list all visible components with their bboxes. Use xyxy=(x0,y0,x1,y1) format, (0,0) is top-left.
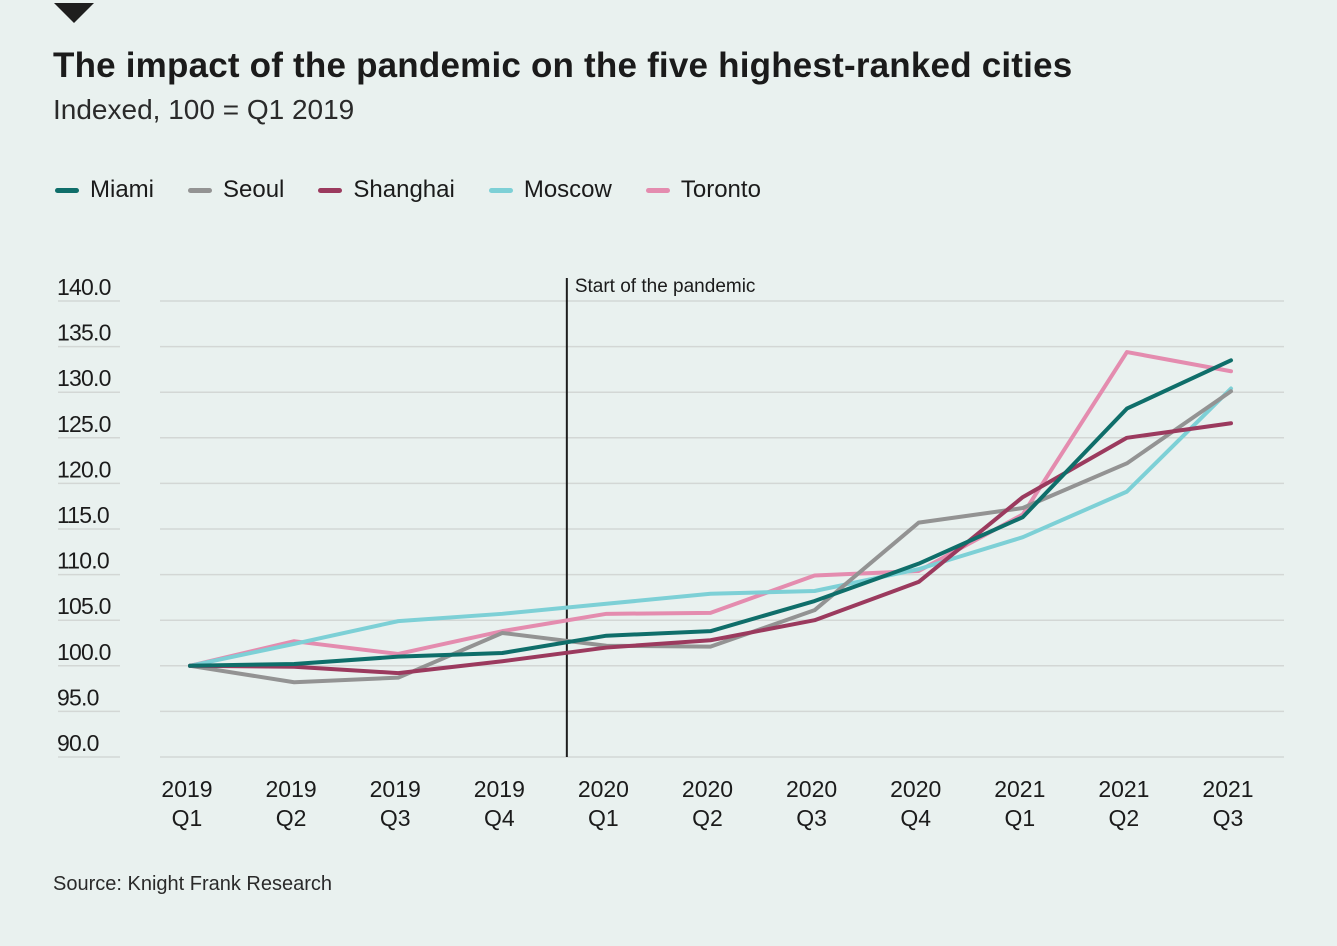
series-line-seoul xyxy=(188,389,1233,685)
legend-swatch-moscow xyxy=(488,187,513,193)
y-tick-label: 110.0 xyxy=(57,548,109,574)
legend-label: Shanghai xyxy=(353,176,455,203)
x-tick-year: 2020 xyxy=(682,776,733,802)
pandemic-annotation: Start of the pandemic xyxy=(565,276,756,757)
y-tick-label: 90.0 xyxy=(57,730,99,756)
y-tick-label: 135.0 xyxy=(57,320,111,346)
x-tick-year: 2021 xyxy=(994,776,1045,802)
y-tick-label: 115.0 xyxy=(57,502,109,528)
x-tick-year: 2020 xyxy=(890,776,941,802)
y-tick-label: 100.0 xyxy=(57,639,111,665)
legend-item-shanghai[interactable]: Shanghai xyxy=(318,176,455,204)
x-tick-year: 2019 xyxy=(474,776,525,802)
chart-title: The impact of the pandemic on the five h… xyxy=(53,46,1073,85)
series-line-shanghai xyxy=(188,421,1233,676)
series-lines xyxy=(188,350,1233,685)
x-tick-year: 2020 xyxy=(786,776,837,802)
y-axis-ticks: 140.0 135.0 130.0 125.0 120.0 115.0 110.0 105.0… xyxy=(57,274,111,756)
legend-item-moscow[interactable]: Moscow xyxy=(488,176,612,204)
x-tick-quarter: Q2 xyxy=(692,805,723,831)
y-tick-label: 95.0 xyxy=(57,684,99,710)
legend-label: Miami xyxy=(90,176,154,203)
gridlines xyxy=(58,300,1284,758)
legend-item-toronto[interactable]: Toronto xyxy=(645,176,761,204)
y-tick-label: 120.0 xyxy=(57,456,111,482)
x-tick-quarter: Q4 xyxy=(484,805,515,831)
x-tick-quarter: Q1 xyxy=(588,805,619,831)
series-line-miami xyxy=(188,358,1233,668)
x-tick-year: 2021 xyxy=(1098,776,1149,802)
x-tick-year: 2021 xyxy=(1202,776,1253,802)
legend-item-miami[interactable]: Miami xyxy=(55,176,154,204)
x-tick-quarter: Q1 xyxy=(172,805,203,831)
pandemic-marker-label: Start of the pandemic xyxy=(575,276,756,297)
legend-label: Seoul xyxy=(223,176,285,203)
legend-label: Moscow xyxy=(523,176,612,203)
legend-swatch-toronto xyxy=(645,187,670,193)
legend: Miami Seoul Shanghai Moscow Toronto xyxy=(55,176,795,204)
x-tick-year: 2020 xyxy=(578,776,629,802)
legend-swatch-miami xyxy=(55,187,79,193)
x-tick-quarter: Q3 xyxy=(1213,805,1244,831)
section-marker-triangle xyxy=(54,3,94,23)
series-line-moscow xyxy=(188,386,1233,668)
x-axis-ticks: 2019 Q1 2019 Q2 2019 Q3 2019 Q4 2020 Q1 2020 Q2 2020… xyxy=(161,776,1253,831)
x-tick-quarter: Q2 xyxy=(1109,805,1140,831)
x-tick-quarter: Q1 xyxy=(1004,805,1035,831)
legend-label: Toronto xyxy=(680,176,761,203)
x-tick-year: 2019 xyxy=(370,776,421,802)
x-tick-quarter: Q3 xyxy=(796,805,827,831)
y-tick-label: 130.0 xyxy=(57,365,111,391)
legend-swatch-seoul xyxy=(188,187,212,193)
x-tick-quarter: Q2 xyxy=(276,805,307,831)
series-line-toronto xyxy=(188,350,1233,668)
y-tick-label: 140.0 xyxy=(57,274,111,300)
legend-item-seoul[interactable]: Seoul xyxy=(188,176,284,204)
legend-swatch-shanghai xyxy=(318,187,343,193)
y-tick-label: 105.0 xyxy=(57,593,111,619)
x-tick-year: 2019 xyxy=(266,776,317,802)
x-tick-year: 2019 xyxy=(161,776,212,802)
source-note: Source: Knight Frank Research xyxy=(53,873,333,895)
chart-subtitle: Indexed, 100 = Q1 2019 xyxy=(53,94,355,125)
x-tick-quarter: Q3 xyxy=(380,805,411,831)
x-tick-quarter: Q4 xyxy=(900,805,931,831)
y-tick-label: 125.0 xyxy=(57,411,111,437)
